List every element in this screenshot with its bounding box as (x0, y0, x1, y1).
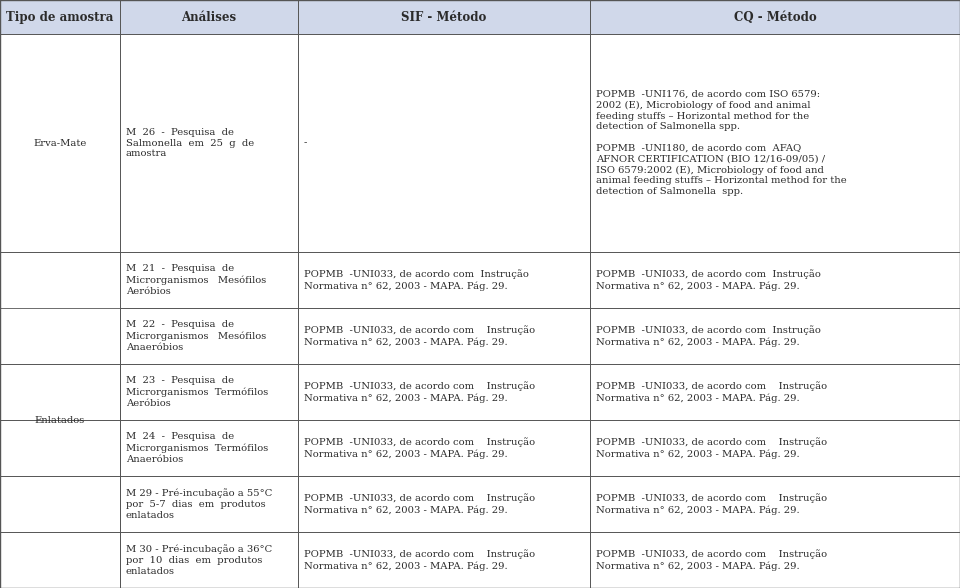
Text: M 29 - Pré-incubação a 55°C
por  5-7  dias  em  produtos
enlatados: M 29 - Pré-incubação a 55°C por 5-7 dias… (126, 489, 273, 520)
Bar (120, 532, 298, 588)
Bar (298, 532, 590, 588)
Text: POPMB  -UNI033, de acordo com  Instrução
Normativa n° 62, 2003 - MAPA. Pág. 29.: POPMB -UNI033, de acordo com Instrução N… (303, 269, 528, 290)
Bar (0, 308, 120, 364)
Bar (120, 420, 298, 476)
Bar (590, 476, 960, 532)
Bar (298, 308, 590, 364)
Text: POPMB  -UNI033, de acordo com    Instrução
Normativa n° 62, 2003 - MAPA. Pág. 29: POPMB -UNI033, de acordo com Instrução N… (303, 325, 535, 346)
Bar (298, 34, 590, 252)
Text: Enlatados: Enlatados (35, 416, 85, 425)
Bar (298, 252, 590, 308)
Bar (0, 0, 120, 34)
Text: POPMB  -UNI033, de acordo com    Instrução
Normativa n° 62, 2003 - MAPA. Pág. 29: POPMB -UNI033, de acordo com Instrução N… (303, 382, 535, 403)
Bar (590, 420, 960, 476)
Bar (120, 252, 298, 308)
Text: POPMB  -UNI033, de acordo com    Instrução
Normativa n° 62, 2003 - MAPA. Pág. 29: POPMB -UNI033, de acordo com Instrução N… (596, 549, 828, 570)
Text: M  24  -  Pesquisa  de
Microrganismos  Termófilos
Anaeróbios: M 24 - Pesquisa de Microrganismos Termóf… (126, 432, 268, 463)
Text: Tipo de amostra: Tipo de amostra (7, 11, 113, 24)
Text: -: - (303, 139, 307, 148)
Bar (0, 420, 120, 476)
Bar (590, 0, 960, 34)
Bar (120, 34, 298, 252)
Text: CQ - Método: CQ - Método (733, 11, 817, 24)
Bar (590, 252, 960, 308)
Bar (590, 252, 960, 308)
Text: POPMB  -UNI033, de acordo com    Instrução
Normativa n° 62, 2003 - MAPA. Pág. 29: POPMB -UNI033, de acordo com Instrução N… (303, 493, 535, 514)
Bar (298, 0, 590, 34)
Bar (298, 420, 590, 476)
Bar (0, 0, 120, 34)
Bar (120, 364, 298, 420)
Bar (120, 0, 298, 34)
Bar (120, 308, 298, 364)
Bar (0, 252, 120, 588)
Text: POPMB  -UNI033, de acordo com  Instrução
Normativa n° 62, 2003 - MAPA. Pág. 29.: POPMB -UNI033, de acordo com Instrução N… (596, 269, 821, 290)
Bar (298, 476, 590, 532)
Bar (298, 364, 590, 420)
Text: Análises: Análises (181, 11, 236, 24)
Text: M  26  -  Pesquisa  de
Salmonella  em  25  g  de
amostra: M 26 - Pesquisa de Salmonella em 25 g de… (126, 128, 254, 158)
Bar (0, 34, 120, 252)
Bar (298, 252, 590, 308)
Bar (298, 476, 590, 532)
Bar (590, 532, 960, 588)
Bar (120, 34, 298, 252)
Bar (0, 252, 120, 588)
Bar (120, 0, 298, 34)
Bar (590, 308, 960, 364)
Bar (298, 308, 590, 364)
Bar (590, 420, 960, 476)
Bar (120, 364, 298, 420)
Bar (120, 532, 298, 588)
Bar (590, 532, 960, 588)
Text: POPMB  -UNI033, de acordo com    Instrução
Normativa n° 62, 2003 - MAPA. Pág. 29: POPMB -UNI033, de acordo com Instrução N… (596, 493, 828, 514)
Bar (120, 308, 298, 364)
Text: M  22  -  Pesquisa  de
Microrganismos   Mesófilos
Anaeróbios: M 22 - Pesquisa de Microrganismos Mesófi… (126, 320, 266, 352)
Bar (590, 34, 960, 252)
Bar (590, 364, 960, 420)
Bar (298, 34, 590, 252)
Bar (590, 364, 960, 420)
Bar (590, 476, 960, 532)
Bar (120, 420, 298, 476)
Bar (0, 532, 120, 588)
Text: POPMB  -UNI176, de acordo com ISO 6579:
2002 (E), Microbiology of food and anima: POPMB -UNI176, de acordo com ISO 6579: 2… (596, 90, 847, 196)
Text: POPMB  -UNI033, de acordo com  Instrução
Normativa n° 62, 2003 - MAPA. Pág. 29.: POPMB -UNI033, de acordo com Instrução N… (596, 325, 821, 346)
Bar (298, 364, 590, 420)
Bar (298, 0, 590, 34)
Text: POPMB  -UNI033, de acordo com    Instrução
Normativa n° 62, 2003 - MAPA. Pág. 29: POPMB -UNI033, de acordo com Instrução N… (596, 382, 828, 403)
Text: POPMB  -UNI033, de acordo com    Instrução
Normativa n° 62, 2003 - MAPA. Pág. 29: POPMB -UNI033, de acordo com Instrução N… (303, 437, 535, 459)
Text: M 30 - Pré-incubação a 36°C
por  10  dias  em  produtos
enlatados: M 30 - Pré-incubação a 36°C por 10 dias … (126, 544, 273, 576)
Bar (120, 476, 298, 532)
Bar (298, 420, 590, 476)
Bar (0, 364, 120, 420)
Text: Erva-Mate: Erva-Mate (34, 139, 86, 148)
Bar (590, 34, 960, 252)
Bar (0, 34, 120, 252)
Text: POPMB  -UNI033, de acordo com    Instrução
Normativa n° 62, 2003 - MAPA. Pág. 29: POPMB -UNI033, de acordo com Instrução N… (303, 549, 535, 570)
Bar (120, 252, 298, 308)
Text: SIF - Método: SIF - Método (401, 11, 487, 24)
Bar (590, 0, 960, 34)
Bar (0, 476, 120, 532)
Text: M  21  -  Pesquisa  de
Microrganismos   Mesófilos
Aeróbios: M 21 - Pesquisa de Microrganismos Mesófi… (126, 265, 266, 296)
Bar (120, 476, 298, 532)
Bar (298, 532, 590, 588)
Text: M  23  -  Pesquisa  de
Microrganismos  Termófilos
Aeróbios: M 23 - Pesquisa de Microrganismos Termóf… (126, 376, 268, 407)
Text: POPMB  -UNI033, de acordo com    Instrução
Normativa n° 62, 2003 - MAPA. Pág. 29: POPMB -UNI033, de acordo com Instrução N… (596, 437, 828, 459)
Bar (590, 308, 960, 364)
